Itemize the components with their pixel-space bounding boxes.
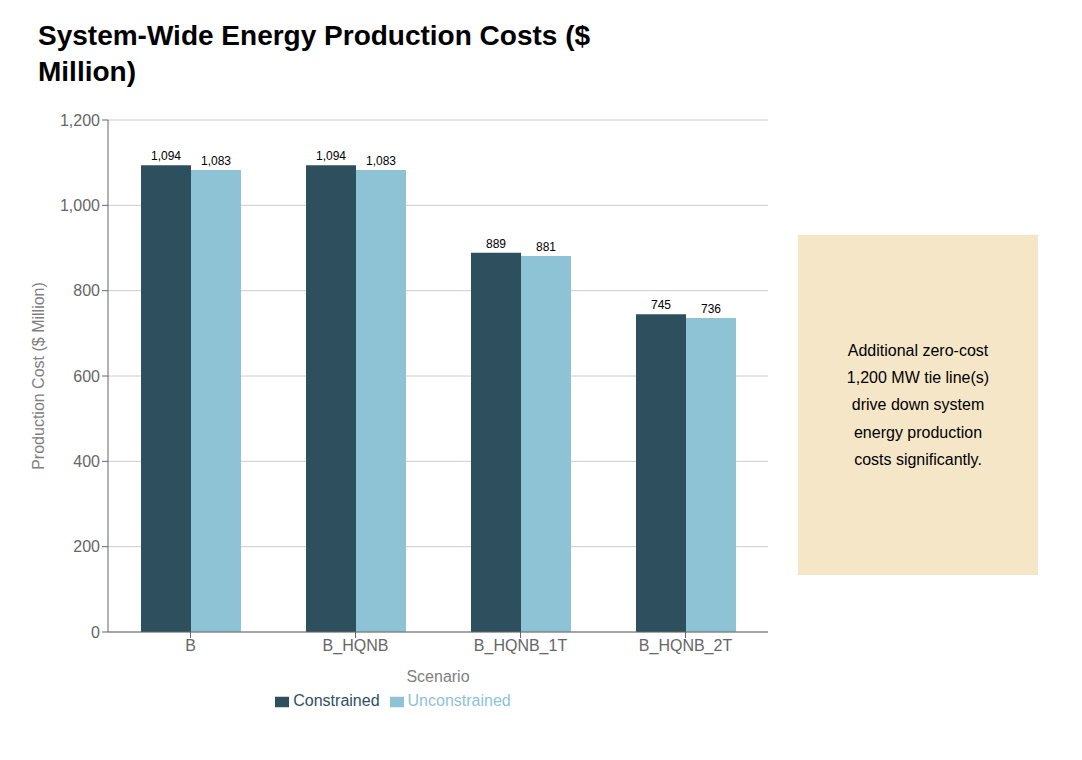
svg-text:1,094: 1,094 (316, 149, 346, 163)
svg-text:889: 889 (486, 237, 506, 251)
svg-text:B_HQNB: B_HQNB (323, 637, 389, 655)
svg-text:B_HQNB_2T: B_HQNB_2T (639, 637, 733, 655)
svg-text:881: 881 (536, 240, 556, 254)
svg-text:Scenario: Scenario (406, 668, 469, 685)
svg-text:0: 0 (91, 624, 100, 641)
html-text:energy production: energy production (854, 423, 982, 441)
svg-text:1,083: 1,083 (201, 154, 231, 168)
html-text:System-Wide Energy Production: System-Wide Energy Production Costs ($ (38, 20, 591, 51)
html-text:Constrained: Constrained (293, 692, 380, 709)
svg-text:Production Cost ($ Million): Production Cost ($ Million) (30, 282, 47, 470)
svg-text:736: 736 (701, 302, 721, 316)
svg-text:B_HQNB_1T: B_HQNB_1T (474, 637, 568, 655)
html-text:Additional zero-cost: Additional zero-cost (847, 342, 989, 359)
svg-text:745: 745 (651, 298, 671, 312)
svg-text:200: 200 (73, 538, 100, 555)
html-text:costs significantly.: costs significantly. (854, 450, 982, 468)
svg-text:1,000: 1,000 (60, 197, 100, 214)
html-text:Million): Million) (38, 56, 136, 87)
html-text:Unconstrained: Unconstrained (407, 692, 511, 709)
svg-text:B: B (185, 637, 196, 654)
svg-text:1,094: 1,094 (151, 149, 181, 163)
html-text:drive down system: drive down system (851, 396, 985, 414)
svg-text:1,083: 1,083 (366, 154, 396, 168)
svg-text:1,200: 1,200 (60, 112, 100, 129)
svg-text:800: 800 (73, 282, 100, 299)
svg-text:600: 600 (73, 368, 100, 385)
html-text:1,200 MW tie line(s): 1,200 MW tie line(s) (846, 369, 990, 387)
svg-text:400: 400 (73, 453, 100, 470)
